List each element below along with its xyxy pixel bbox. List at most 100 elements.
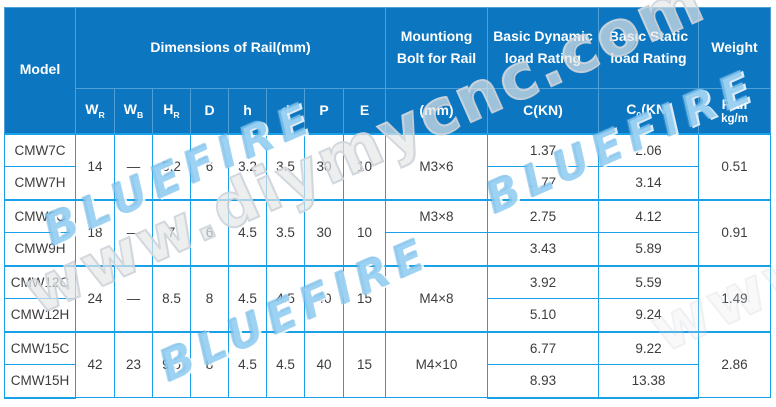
dim-cell-E: 10: [343, 132, 386, 200]
mounting-line1: Mountiong: [400, 28, 473, 45]
dynamic-load-cell: 3.43: [487, 232, 599, 266]
hr-label: H: [163, 101, 174, 118]
static-load-cell: 3.14: [598, 166, 699, 200]
dim-cell-D: 8: [190, 330, 229, 398]
model-cell: CMW12C: [4, 264, 76, 299]
model-cell: CMW7C: [4, 132, 76, 167]
dim-cell-P: 40: [304, 264, 344, 332]
dim-cell-wr: 24: [75, 264, 115, 332]
dim-cell-E: 15: [343, 330, 386, 398]
dim-cell-h: 4.5: [228, 330, 267, 398]
table-row: CMW7C 14 — 5.2 6 3.2 3.5 30 10 M3×6 1.37…: [4, 132, 771, 200]
subcol-h: h: [228, 88, 267, 134]
static-load-cell: 9.22: [598, 330, 699, 365]
dynamic-load-cell: 5.10: [487, 298, 599, 332]
dim-cell-h: 4.5: [228, 264, 267, 332]
bolt-cell: M3×6: [385, 132, 488, 200]
weight-cell: 1.49: [698, 264, 771, 332]
dim-cell-wb: —: [114, 198, 153, 266]
rail-label: Rail: [721, 95, 748, 112]
dim-cell-wr: 42: [75, 330, 115, 398]
rail-spec-table: Model Dimensions of Rail(mm) Mountiong B…: [4, 7, 771, 399]
dim-cell-d: 4.5: [266, 264, 305, 332]
dim-cell-d: 4.5: [266, 330, 305, 398]
wb-label: W: [123, 101, 137, 118]
model-cell: CMW9H: [4, 232, 76, 266]
header-row-1: Model Dimensions of Rail(mm) Mountiong B…: [4, 7, 771, 134]
table-row: CMW9C 18 — 7 6 4.5 3.5 30 10 M3×8 2.75 4…: [4, 198, 771, 266]
subcol-c-kn: C(KN): [487, 88, 599, 134]
dim-cell-P: 30: [304, 132, 344, 200]
dim-cell-D: 6: [190, 132, 229, 200]
mounting-line2: Bolt for Rail: [396, 50, 477, 66]
dynamic-load-cell: 8.93: [487, 364, 599, 399]
col-header-static-rating: Basic Static load Rating: [598, 7, 699, 89]
c0-label: C: [626, 101, 637, 118]
dim-cell-D: 6: [190, 198, 229, 266]
rail-unit-label: kg/m: [721, 112, 748, 125]
dim-cell-P: 40: [304, 330, 344, 398]
static-load-cell: 5.89: [598, 232, 699, 266]
col-header-model: Model: [4, 7, 76, 134]
dim-cell-wb: —: [114, 132, 153, 200]
static-line2: load Rating: [610, 50, 687, 66]
table-row: CMW12H 5.10 9.24: [4, 298, 771, 332]
subcol-wb: WB: [114, 88, 153, 134]
dim-cell-hr: 9.5: [152, 330, 191, 398]
static-load-cell: 2.06: [598, 132, 699, 167]
wr-label: W: [85, 101, 99, 118]
model-cell: CMW12H: [4, 298, 76, 332]
dynamic-line2: load Rating: [504, 50, 582, 66]
dim-cell-E: 15: [343, 264, 386, 332]
dynamic-load-cell: 1.37: [487, 132, 599, 167]
dynamic-load-cell: 2.75: [487, 198, 599, 233]
subcol-D: D: [190, 88, 229, 134]
dim-cell-hr: 7: [152, 198, 191, 266]
subcol-c0-kn: C0(KN): [598, 88, 699, 134]
dim-cell-D: 8: [190, 264, 229, 332]
dim-cell-E: 10: [343, 198, 386, 266]
subcol-d: d: [266, 88, 305, 134]
subcol-wr: WR: [75, 88, 115, 134]
table-row: CMW15C 42 23 9.5 8 4.5 4.5 40 15 M4×10 6…: [4, 330, 771, 398]
header-row-2: WR WB HR D h d P E (mm) C(KN) C0(KN) Rai…: [5, 88, 771, 134]
dim-cell-hr: 8.5: [152, 264, 191, 332]
static-load-cell: 13.38: [598, 364, 699, 399]
dim-cell-h: 4.5: [228, 198, 267, 266]
bolt-cell: M4×8: [385, 264, 488, 332]
table-row: CMW7H 1.77 3.14: [4, 166, 771, 200]
subcol-bolt-mm: (mm): [385, 88, 488, 134]
dim-cell-h: 3.2: [228, 132, 267, 200]
bolt-cell: M4×10: [385, 330, 488, 398]
c0-unit: (KN): [641, 101, 671, 118]
static-line1: Basic Static: [608, 28, 689, 45]
bolt-cell-empty: [385, 232, 488, 266]
subcol-rail-weight: Rail kg/m: [698, 88, 771, 134]
model-cell: CMW9C: [4, 198, 76, 233]
col-header-dynamic-rating: Basic Dynamic load Rating: [487, 7, 599, 89]
col-header-mounting-bolt: Mountiong Bolt for Rail: [385, 7, 488, 89]
dim-cell-hr: 5.2: [152, 132, 191, 200]
wb-subscript: B: [136, 109, 144, 120]
weight-cell: 2.86: [698, 330, 771, 398]
model-cell: CMW7H: [4, 166, 76, 200]
subcol-hr: HR: [152, 88, 191, 134]
dim-cell-wr: 14: [75, 132, 115, 200]
dim-cell-P: 30: [304, 198, 344, 266]
wr-subscript: R: [98, 109, 105, 120]
weight-cell: 0.91: [698, 198, 771, 266]
model-cell: CMW15C: [4, 330, 76, 365]
dynamic-load-cell: 6.77: [487, 330, 599, 365]
static-load-cell: 9.24: [598, 298, 699, 332]
c0-subscript: 0: [636, 109, 642, 120]
subcol-P: P: [304, 88, 344, 134]
hr-subscript: R: [173, 109, 180, 120]
model-cell: CMW15H: [4, 364, 76, 399]
dim-cell-wb: 23: [114, 330, 153, 398]
dim-cell-wr: 18: [75, 198, 115, 266]
table-row: CMW9H 3.43 5.89: [4, 232, 771, 266]
dynamic-load-cell: 3.92: [487, 264, 599, 299]
dynamic-load-cell: 1.77: [487, 166, 599, 200]
weight-cell: 0.51: [698, 132, 771, 200]
table-row: CMW15H 8.93 13.38: [4, 364, 771, 399]
